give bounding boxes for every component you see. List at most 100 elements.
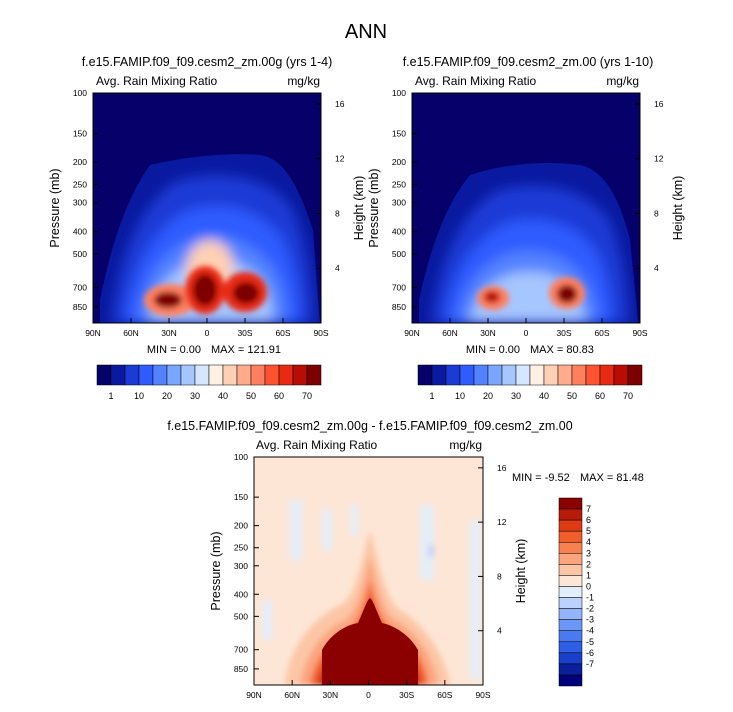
panel-c-xtick-label: 60S [437,690,452,700]
panel-c-colorbar-label: -5 [586,637,594,647]
panel-a-min: MIN = 0.00 [147,344,201,356]
panel-c-colorbar-label: 5 [586,526,591,536]
panel-a-colorbar-box [278,364,294,386]
panel-c-colorbar-label: -7 [586,659,594,669]
panel-c-xtick-label: 30S [399,690,414,700]
panel-b-colorbar-box [431,364,447,386]
panel-b-ytick-label: 250 [392,180,406,190]
panel-c-colorbar-label: -1 [586,593,594,603]
panel-c-colorbar-label: 0 [586,581,591,591]
panel-b-xtick-label: 60S [594,328,609,338]
panel-b-y2tick-label: 16 [654,99,664,109]
panel-c-field: Avg. Rain Mixing Ratio [256,438,377,452]
panel-b: f.e15.FAMIP.f09_f09.cesm2_zm.00 (yrs 1-1… [403,55,654,324]
panel-a-ytick-label: 850 [73,302,87,312]
panel-b-colorbar-label: 20 [483,391,493,401]
panel-b-colorbar-label: 70 [623,391,633,401]
panel-c-colorbar-box [558,630,583,643]
panel-a-colorbar-box [264,364,280,386]
panel-c-colorbar-box [558,586,583,598]
panel-a-xtick-label: 30N [161,328,177,338]
panel-c-colorbar-box [558,608,583,620]
panel-a-ytick-label: 300 [73,198,87,208]
panel-b-colorbar-box [599,364,615,386]
panel-c-ytick-label: 400 [234,589,248,599]
panel-a-colorbar-box [152,364,168,386]
panel-b-title: f.e15.FAMIP.f09_f09.cesm2_zm.00 (yrs 1-1… [403,55,654,69]
panel-c-xtick-label: 90S [475,690,490,700]
panel-a-ytick-label: 400 [73,226,87,236]
panel-c-ytick-label: 150 [234,492,248,502]
panel-a-ytick-label: 250 [73,180,87,190]
panel-a-ylabel: Pressure (mb) [48,168,62,247]
panel-c-colorbar-label: -3 [586,615,594,625]
panel-b-ytick-label: 150 [392,129,406,139]
panel-c-colorbar-label: -4 [586,626,594,636]
panel-a-y2tick-label: 4 [335,263,340,273]
panel-a-xtick-label: 0 [205,328,210,338]
panel-c-y2tick-label: 12 [497,517,507,527]
panel-b-colorbar-box [529,364,545,386]
panel-c-colorbar-label: 1 [586,570,591,580]
panel-b-colorbar-label: 30 [511,391,521,401]
panel-b-colorbar-box [445,364,461,386]
panel-b-colorbar-box [571,364,587,386]
panel-b-ytick-label: 400 [392,226,406,236]
panel-c-colorbar-box [558,530,583,543]
panel-b-colorbar-label: 40 [539,391,549,401]
panel-a-colorbar-label: 1 [108,391,113,401]
panel-b-colorbar-box [501,364,517,386]
panel-c-min: MIN = -9.52 [512,472,570,484]
panel-c-max: MAX = 81.48 [580,472,644,484]
panel-c-ytick-label: 100 [234,452,248,462]
panel-b-colorbar-box [459,364,475,386]
panel-a-max: MAX = 121.91 [211,344,281,356]
panel-a-colorbar-box [236,364,252,386]
panel-a-colorbar-box [208,364,224,386]
panel-b-colorbar-box [557,364,573,386]
panel-c-colorbar-box [558,674,583,687]
panel-b-colorbar-label: 60 [595,391,605,401]
panel-a-colorbar-label: 30 [190,391,200,401]
panel-b-xtick-label: 90N [404,328,420,338]
panel-c-colorbar-box [558,619,583,631]
panel-a-ytick-label: 100 [73,88,87,98]
panel-c-colorbar-box [558,663,583,676]
panel-c-colorbar-box [558,641,583,654]
panel-b-ylabel: Pressure (mb) [367,168,381,247]
panel-a-colorbar-label: 40 [218,391,228,401]
panel-a-colorbar-box [96,364,112,386]
panel-b-xtick-label: 90S [632,328,647,338]
panel-a-ytick-label: 700 [73,282,87,292]
panel-c-ytick-label: 200 [234,521,248,531]
panel-c-field-map [254,457,483,685]
panel-a-colorbar-box [292,364,308,386]
panel-b-ytick-label: 300 [392,198,406,208]
panel-c-xtick-label: 0 [366,690,371,700]
panel-c-colorbar-box [558,519,583,532]
panel-a-y2tick-label: 12 [335,154,345,164]
panel-c-colorbar-box [558,508,583,521]
panel-b-ytick-label: 100 [392,88,406,98]
panel-c-colorbar-label: -2 [586,604,594,614]
panel-a-colorbar-box [110,364,126,386]
panel-c-y2tick-label: 8 [497,571,502,581]
panel-b-y2tick-label: 12 [654,154,664,164]
panel-c-y2tick-label: 16 [497,463,507,473]
panel-a-colorbar-box [250,364,266,386]
panel-a-colorbar-label: 60 [274,391,284,401]
panel-c-xtick-label: 60N [284,690,300,700]
panel-b-colorbar-box [487,364,503,386]
panel-a-colorbar-label: 70 [302,391,312,401]
panel-c-colorbar-label: 7 [586,504,591,514]
panel-c-ytick-label: 500 [234,611,248,621]
panel-c-colorbar-label: 3 [586,548,591,558]
panel-b-colorbar-box [543,364,559,386]
panel-c-xtick-label: 30N [323,690,339,700]
panel-a-colorbar-box [194,364,210,386]
panel-a-colorbar-box [138,364,154,386]
panel-c-title: f.e15.FAMIP.f09_f09.cesm2_zm.00g - f.e15… [167,419,572,433]
panel-a-units: mg/kg [287,74,320,88]
panel-b-colorbar-box [627,364,643,386]
panel-c-colorbar-box [558,597,583,609]
